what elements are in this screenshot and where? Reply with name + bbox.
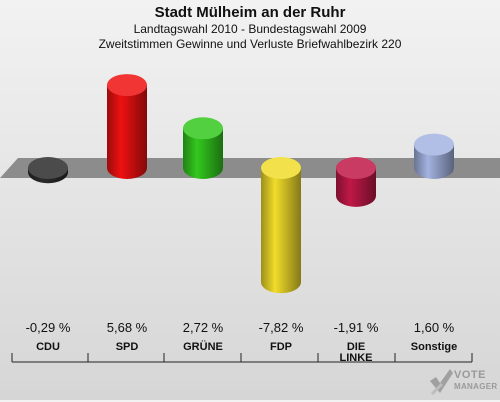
bar-die-linke	[336, 157, 376, 207]
vote-manager-watermark: VOTE MANAGER	[428, 367, 500, 399]
bar-spd-cap	[107, 74, 147, 97]
category-label-1: SPD	[116, 341, 139, 353]
bar-sonstige	[414, 133, 454, 179]
watermark-text-vote: VOTE	[454, 369, 486, 381]
bar-fdp	[261, 157, 301, 294]
bar-sonstige-cap	[414, 133, 454, 156]
value-label-0: -0,29 %	[26, 320, 71, 335]
category-label-0: CDU	[36, 341, 60, 353]
bar-cdu	[28, 157, 68, 184]
value-label-5: 1,60 %	[414, 320, 455, 335]
category-label-5: Sonstige	[411, 341, 457, 353]
bar-grüne-body	[183, 128, 223, 179]
bar-grüne-cap	[183, 117, 223, 140]
value-label-2: 2,72 %	[183, 320, 224, 335]
watermark-text-manager: MANAGER	[454, 382, 498, 391]
chart-subtitle-election: Landtagswahl 2010 - Bundestagswahl 2009	[133, 22, 367, 36]
chart-title: Stadt Mülheim an der Ruhr	[154, 4, 346, 21]
value-label-4: -1,91 %	[334, 320, 379, 335]
chart-subtitle-district: Zweitstimmen Gewinne und Verluste Briefw…	[98, 37, 402, 51]
bar-die-linke-body	[336, 168, 376, 207]
bar-fdp-body	[261, 168, 301, 294]
bar-spd	[107, 74, 147, 179]
bar-cdu-cap	[28, 157, 68, 179]
bar-spd-body	[107, 85, 147, 179]
bar-die-linke-cap	[336, 157, 376, 179]
bar-grüne	[183, 117, 223, 179]
chart-header: Stadt Mülheim an der Ruhr Landtagswahl 2…	[0, 4, 500, 52]
value-label-3: -7,82 %	[259, 320, 304, 335]
checkmark-x-icon	[430, 369, 453, 396]
bar-fdp-cap	[261, 157, 301, 179]
category-label-3: FDP	[270, 341, 292, 353]
value-label-1: 5,68 %	[107, 320, 148, 335]
category-label-4: DIE LINKE	[340, 341, 373, 364]
category-label-2: GRÜNE	[183, 340, 223, 353]
